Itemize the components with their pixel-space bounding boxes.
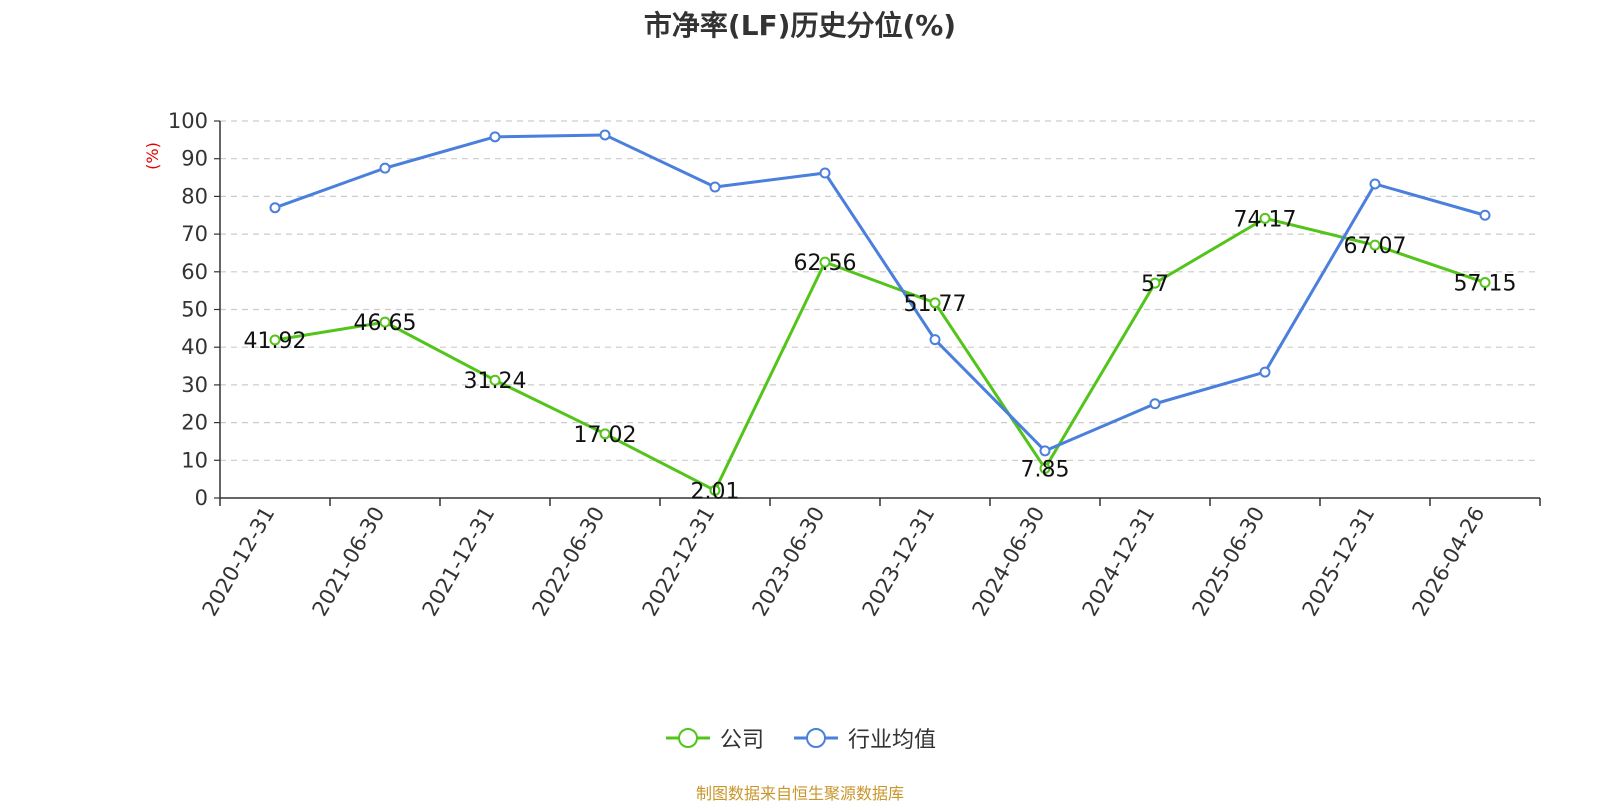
data-label: 41.92: [244, 329, 307, 354]
y-tick-label: 30: [181, 373, 208, 397]
data-point: [1149, 398, 1161, 410]
data-label: 2.01: [691, 479, 740, 504]
x-tick-label: 2022-12-31: [638, 503, 720, 621]
data-point: [379, 162, 391, 174]
data-point: [709, 181, 721, 193]
series-line: [274, 133, 1486, 453]
x-tick-label: 2021-06-30: [308, 503, 390, 621]
data-label: 31.24: [464, 369, 527, 394]
x-tick-label: 2021-12-31: [418, 503, 500, 621]
y-tick-label: 10: [181, 448, 208, 472]
data-label: 51.77: [904, 292, 967, 317]
data-point: [599, 129, 611, 141]
data-point: [1259, 366, 1271, 378]
legend-item[interactable]: 公司: [664, 722, 764, 754]
y-tick-label: 0: [195, 486, 208, 510]
y-tick-label: 80: [181, 184, 208, 208]
legend-label: 行业均值: [848, 728, 937, 753]
data-point: [819, 256, 831, 268]
y-tick-label: 90: [181, 147, 208, 171]
x-tick-label: 2023-12-31: [858, 503, 940, 621]
x-tick-label: 2024-12-31: [1078, 503, 1160, 621]
data-label: 74.17: [1234, 207, 1297, 232]
data-point: [489, 374, 501, 386]
data-label: 62.56: [794, 251, 857, 276]
data-point: [1369, 239, 1381, 251]
y-tick-label: 60: [181, 260, 208, 284]
data-label: 57: [1141, 272, 1169, 297]
data-point: [269, 334, 281, 346]
x-tick-label: 2024-06-30: [968, 503, 1050, 621]
data-point: [929, 334, 941, 346]
y-tick-label: 40: [181, 335, 208, 359]
x-tick-label: 2025-06-30: [1188, 503, 1270, 621]
data-point: [929, 297, 941, 309]
data-label: 7.85: [1021, 457, 1070, 482]
x-tick-label: 2022-06-30: [528, 503, 610, 621]
data-point: [819, 167, 831, 179]
legend-item[interactable]: 行业均值: [792, 722, 936, 754]
x-tick-label: 2025-12-31: [1298, 503, 1380, 621]
x-tick-label: 2020-12-31: [198, 503, 280, 621]
y-tick-label: 70: [181, 222, 208, 246]
data-point: [1149, 277, 1161, 289]
data-point: [1039, 445, 1051, 457]
data-labels: 41.92 46.65 31.24 17.02 2.01 62.56 51.77 7.85 57…: [244, 207, 1517, 504]
source-note: 制图数据来自恒生聚源数据库: [695, 784, 904, 803]
data-point: [379, 316, 391, 328]
data-point: [269, 202, 281, 214]
legend: 公司 行业均值: [0, 722, 1600, 754]
data-label: 57.15: [1454, 272, 1517, 297]
y-tick-label: 20: [181, 411, 208, 435]
chart-title: 市净率(LF)历史分位(%): [643, 9, 957, 42]
series: [269, 129, 1491, 496]
data-point: [1479, 277, 1491, 289]
grid-lines: [220, 120, 1540, 461]
data-label: 67.07: [1344, 234, 1407, 259]
data-point: [1369, 178, 1381, 190]
data-point: [1479, 209, 1491, 221]
data-point: [489, 131, 501, 143]
x-tick-label: 2026-04-26: [1408, 503, 1490, 621]
data-label: 46.65: [354, 311, 417, 336]
data-point: [1039, 462, 1051, 474]
y-tick-label: 100: [168, 109, 208, 133]
data-point: [599, 428, 611, 440]
x-tick-label: 2023-06-30: [748, 503, 830, 621]
legend-swatch-icon: [665, 728, 710, 748]
data-label: 17.02: [574, 423, 637, 448]
axes: 0 10 20 30 40 50 60 70 80 90 100 2020-12-31 2021-06-…: [168, 109, 1541, 621]
legend-swatch-icon: [794, 728, 838, 748]
y-axis-label: (%): [143, 142, 162, 170]
legend-label: 公司: [719, 728, 764, 753]
y-tick-label: 50: [181, 298, 208, 322]
series-line: [274, 216, 1486, 492]
data-point: [709, 484, 721, 496]
data-point: [1259, 212, 1271, 224]
